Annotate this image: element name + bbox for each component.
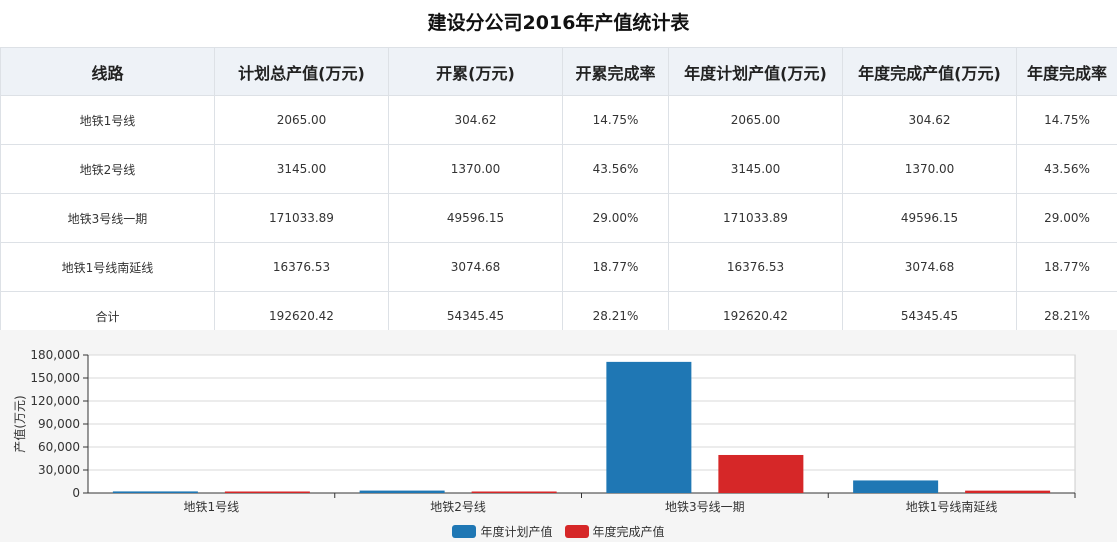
bar-done	[224, 491, 310, 493]
table-cell: 16376.53	[214, 242, 389, 292]
table-row: 地铁2号线 3145.00 1370.00 43.56% 3145.00 137…	[0, 144, 1117, 194]
stats-table: 线路 计划总产值(万元) 开累(万元) 开累完成率 年度计划产值(万元) 年度完…	[0, 47, 1117, 341]
table-cell: 14.75%	[1016, 95, 1117, 145]
y-tick-label: 90,000	[38, 417, 80, 431]
table-cell: 3145.00	[214, 144, 389, 194]
y-tick-label: 30,000	[38, 463, 80, 477]
x-tick-label: 地铁2号线	[430, 500, 486, 514]
table-cell: 171033.89	[214, 193, 389, 243]
legend-swatch-plan	[452, 524, 477, 538]
table-cell: 3074.68	[842, 242, 1017, 292]
table-row: 地铁3号线一期 171033.89 49596.15 29.00% 171033…	[0, 193, 1117, 243]
table-header-row: 线路 计划总产值(万元) 开累(万元) 开累完成率 年度计划产值(万元) 年度完…	[0, 47, 1117, 96]
bar-plan	[606, 361, 692, 493]
table-cell: 43.56%	[562, 144, 669, 194]
y-axis-label: 产值(万元)	[12, 395, 27, 452]
header-line: 线路	[0, 47, 215, 96]
table-cell: 2065.00	[668, 95, 843, 145]
table-cell: 1370.00	[842, 144, 1017, 194]
legend-item-plan[interactable]: 年度计划产值	[452, 523, 553, 540]
header-total-plan: 计划总产值(万元)	[214, 47, 389, 96]
table-cell: 14.75%	[562, 95, 669, 145]
header-cumulative: 开累(万元)	[388, 47, 563, 96]
y-tick-label: 180,000	[30, 348, 80, 362]
table-cell: 49596.15	[388, 193, 563, 243]
x-tick-label: 地铁3号线一期	[665, 500, 745, 514]
table-cell: 304.62	[842, 95, 1017, 145]
x-tick-label: 地铁1号线南延线	[906, 499, 998, 514]
bar-plan	[359, 490, 445, 493]
legend-swatch-done	[564, 524, 589, 538]
header-cumulative-rate: 开累完成率	[562, 47, 669, 96]
bar-chart-svg: 0 30,000 60,000 90,000 120,000 150,000 180,000…	[12, 348, 1076, 514]
table-cell: 43.56%	[1016, 144, 1117, 194]
chart-legend: 年度计划产值 年度完成产值	[0, 522, 1117, 540]
table-cell: 地铁1号线南延线	[0, 242, 215, 292]
table-cell: 29.00%	[562, 193, 669, 243]
y-tick-label: 0	[72, 486, 80, 500]
page-title: 建设分公司2016年产值统计表	[427, 12, 690, 34]
table-cell: 304.62	[388, 95, 563, 145]
table-cell: 2065.00	[214, 95, 389, 145]
header-annual-plan: 年度计划产值(万元)	[668, 47, 843, 96]
table-cell: 1370.00	[388, 144, 563, 194]
table-cell: 49596.15	[842, 193, 1017, 243]
y-tick-label: 150,000	[30, 371, 80, 385]
y-tick-label: 120,000	[30, 394, 80, 408]
table-cell: 地铁2号线	[0, 144, 215, 194]
table-row: 地铁1号线 2065.00 304.62 14.75% 2065.00 304.…	[0, 95, 1117, 145]
bar-plan	[853, 480, 939, 493]
table-cell: 3074.68	[388, 242, 563, 292]
legend-label-plan: 年度计划产值	[480, 524, 553, 539]
bar-plan	[112, 491, 198, 493]
table-cell: 18.77%	[562, 242, 669, 292]
table-cell: 18.77%	[1016, 242, 1117, 292]
legend-item-done[interactable]: 年度完成产值	[564, 523, 665, 540]
y-tick-label: 60,000	[38, 440, 80, 454]
table-cell: 171033.89	[668, 193, 843, 243]
table-cell: 3145.00	[668, 144, 843, 194]
legend-label-done: 年度完成产值	[592, 524, 665, 539]
table-cell: 地铁3号线一期	[0, 193, 215, 243]
table-cell: 地铁1号线	[0, 95, 215, 145]
bar-done	[718, 454, 804, 493]
table-row: 地铁1号线南延线 16376.53 3074.68 18.77% 16376.5…	[0, 242, 1117, 292]
bar-done	[471, 491, 557, 493]
table-cell: 16376.53	[668, 242, 843, 292]
bar-chart: 0 30,000 60,000 90,000 120,000 150,000 180,000…	[0, 330, 1117, 542]
header-annual-done: 年度完成产值(万元)	[842, 47, 1017, 96]
header-annual-rate: 年度完成率	[1016, 47, 1117, 96]
bar-done	[965, 490, 1051, 493]
table-cell: 29.00%	[1016, 193, 1117, 243]
x-tick-label: 地铁1号线	[184, 500, 240, 514]
